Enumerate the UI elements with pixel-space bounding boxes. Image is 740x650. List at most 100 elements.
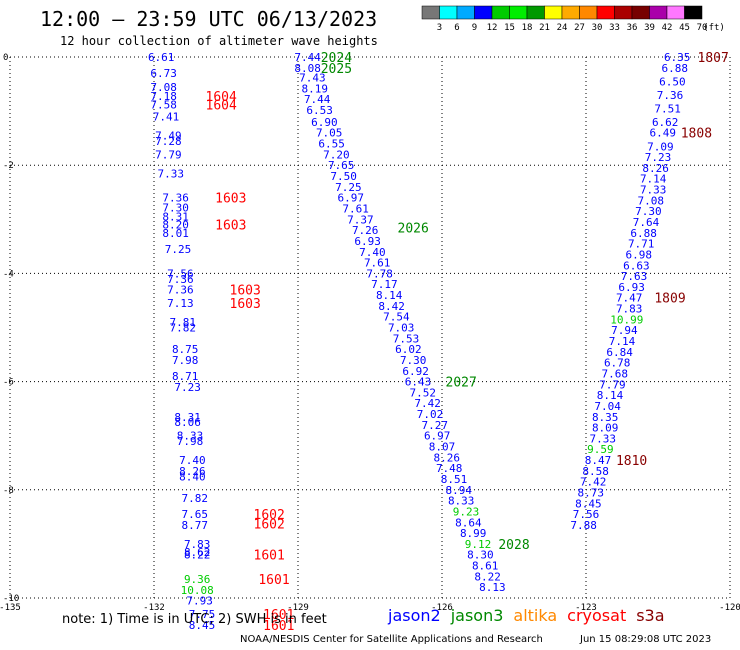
wave-height-value: 8.19: [302, 82, 329, 95]
color-scale-label: 42: [662, 23, 673, 33]
wave-height-value: 7.33: [590, 432, 617, 445]
pass-number-label: 1601: [263, 608, 294, 623]
wave-height-value: 7.27: [422, 419, 449, 432]
wave-height-value: 7.58: [150, 99, 177, 112]
color-swatch: [421, 5, 440, 20]
wave-height-value: 7.48: [436, 462, 463, 475]
pass-number-label: 1603: [230, 297, 261, 312]
wave-height-value: 8.45: [575, 497, 602, 510]
wave-height-value: 7.56: [573, 508, 600, 521]
pass-number-label: 1808: [681, 127, 712, 142]
wave-height-value: 7.36: [162, 192, 189, 205]
wave-height-value: 7.04: [594, 400, 621, 413]
wave-height-value: 7.30: [162, 201, 189, 214]
wave-height-value: 7.37: [347, 213, 374, 226]
wave-height-value: 7.82: [170, 322, 197, 335]
pass-number-label: 1601: [263, 619, 294, 634]
wave-height-value: 7.78: [366, 267, 393, 280]
x-tick-label: -126: [431, 603, 453, 613]
wave-height-value: 7.08: [150, 81, 177, 94]
wave-height-value: 9.36: [184, 573, 211, 586]
wave-height-value: 7.17: [371, 278, 398, 291]
color-scale-label: 12: [487, 23, 498, 33]
wave-height-value: 8.42: [378, 300, 405, 313]
wave-height-value: 7.14: [640, 173, 667, 186]
color-scale-label: 21: [539, 23, 550, 33]
wave-height-value: 7.47: [616, 292, 643, 305]
color-scale-unit: (ft): [703, 23, 725, 33]
wave-height-value: 7.18: [150, 90, 177, 103]
wave-height-value: 6.90: [311, 116, 338, 129]
grid-lines: [9, 56, 731, 599]
wave-height-value: 7.63: [621, 270, 648, 283]
x-tick-label: -120: [719, 603, 740, 613]
wave-height-value: 7.20: [323, 148, 350, 161]
wave-height-value: 6.88: [630, 227, 657, 240]
wave-height-value: 6.88: [662, 62, 689, 75]
color-scale-label: 3: [437, 23, 442, 33]
wave-height-value: 8.40: [179, 470, 206, 483]
y-tick-label: -10: [3, 594, 19, 604]
pass-number-label: 1809: [654, 292, 685, 307]
wave-height-value: 7.23: [645, 151, 672, 164]
wave-height-value: 7.44: [294, 51, 321, 64]
wave-height-value: 7.83: [184, 538, 211, 551]
wave-height-value: 6.73: [150, 67, 177, 80]
wave-height-value: 7.25: [335, 181, 362, 194]
wave-height-value: 8.33: [448, 495, 475, 508]
wave-height-value: 7.33: [640, 184, 667, 197]
wave-height-value: 8.77: [182, 519, 209, 532]
wave-height-value: 8.22: [184, 549, 211, 562]
wave-height-value: 8.64: [455, 516, 482, 529]
wave-height-value: 7.98: [172, 354, 199, 367]
wave-height-value: 7.53: [393, 332, 420, 345]
wave-height-value: 6.93: [618, 281, 645, 294]
wave-height-value: 6.92: [402, 365, 429, 378]
color-scale-label: 27: [574, 23, 585, 33]
wave-height-value: 7.79: [155, 148, 182, 161]
pass-number-label: 2026: [398, 221, 429, 236]
wave-height-value: 8.06: [174, 416, 201, 429]
wave-height-value: 7.23: [174, 381, 201, 394]
legend-item-altika: altika: [513, 606, 558, 625]
color-scale-label: 33: [609, 23, 620, 33]
wave-height-value: 7.83: [616, 303, 643, 316]
wave-height-value: 8.58: [582, 465, 609, 478]
chart-title: 12:00 — 23:59 UTC 06/13/2023: [40, 7, 377, 31]
pass-number-label: 1604: [206, 99, 237, 114]
wave-height-value: 7.36: [167, 284, 194, 297]
color-scale-label: 15: [504, 23, 515, 33]
wave-height-value: 8.07: [429, 441, 456, 454]
wave-height-value: 7.82: [182, 492, 209, 505]
wave-height-value: 7.54: [383, 311, 410, 324]
color-swatch: [544, 5, 563, 20]
wave-height-value: 6.97: [338, 192, 365, 205]
wave-height-value: 6.61: [148, 51, 175, 64]
color-swatch: [561, 5, 580, 20]
color-scale-label: 18: [522, 23, 533, 33]
wave-height-value: 7.88: [570, 519, 597, 532]
wave-height-value: 8.31: [162, 211, 189, 224]
color-scale-legend: 3 6 9 12 15 18 21 24 27 30 33 36 39 42 45 70(ft): [421, 5, 725, 33]
wave-height-value: 7.50: [330, 170, 357, 183]
wave-height-value: 7.05: [316, 127, 343, 140]
legend-item-jason2: jason2: [388, 606, 441, 625]
x-tick-label: -123: [575, 603, 597, 613]
color-scale-label: 6: [454, 23, 459, 33]
color-scale-label: 45: [679, 23, 690, 33]
color-swatch: [649, 5, 668, 20]
chart-subtitle: 12 hour collection of altimeter wave hei…: [60, 34, 378, 48]
wave-height-value: 7.81: [170, 316, 197, 329]
y-tick-label: 0: [3, 53, 8, 63]
wave-height-value: 8.99: [460, 527, 487, 540]
pass-number-label: 2028: [498, 538, 529, 553]
legend-item-cryosat: cryosat: [567, 606, 627, 625]
x-tick-label: -129: [287, 603, 309, 613]
wave-height-value: 7.51: [654, 102, 681, 115]
wave-height-value: 7.14: [609, 335, 636, 348]
color-swatch: [526, 5, 545, 20]
wave-height-value: 8.08: [294, 62, 321, 75]
x-tick-label: -135: [0, 603, 21, 613]
pass-number-label: 1602: [254, 508, 285, 523]
color-swatch: [474, 5, 493, 20]
